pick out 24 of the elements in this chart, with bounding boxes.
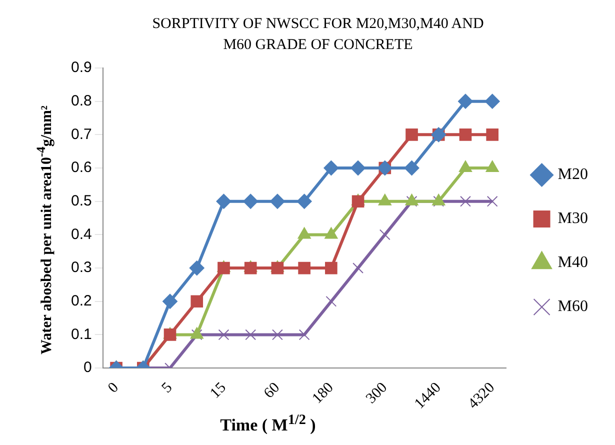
x-tick-label: 0 [105, 380, 122, 396]
y-tick-label: 0.7 [70, 126, 92, 143]
x-tick-label: 4320 [465, 380, 498, 412]
legend-label: M40 [558, 254, 588, 272]
legend-label: M30 [558, 210, 588, 228]
y-tick-label: 0 [84, 359, 92, 376]
y-tick-label: 0.9 [70, 59, 92, 76]
x-tick-label: 300 [363, 380, 391, 407]
legend-label: M60 [558, 298, 588, 316]
y-tick-label: 0.8 [70, 92, 92, 110]
y-tick-label: 0.1 [70, 326, 92, 343]
y-tick-label: 0.6 [70, 159, 92, 176]
x-tick-label: 5 [159, 380, 176, 396]
chart-title: SORPTIVITY OF NWSCC FOR M20,M30,M40 AND M60 GRADE OF CONCRETE [151, 15, 485, 55]
y-tick-label: 0.4 [70, 226, 92, 243]
legend-label: M20 [558, 166, 588, 184]
y-tick-label: 0.2 [70, 292, 92, 310]
x-tick-label: 15 [207, 380, 230, 402]
x-tick-label: 60 [261, 380, 284, 402]
x-axis-title: Time ( M$^{1/2}$ ) [219, 412, 317, 436]
y-tick-label: 0.3 [70, 259, 92, 276]
x-tick-label: 1440 [412, 380, 444, 412]
x-tick-label: 180 [310, 380, 337, 407]
y-tick-label: 0.5 [70, 192, 92, 210]
